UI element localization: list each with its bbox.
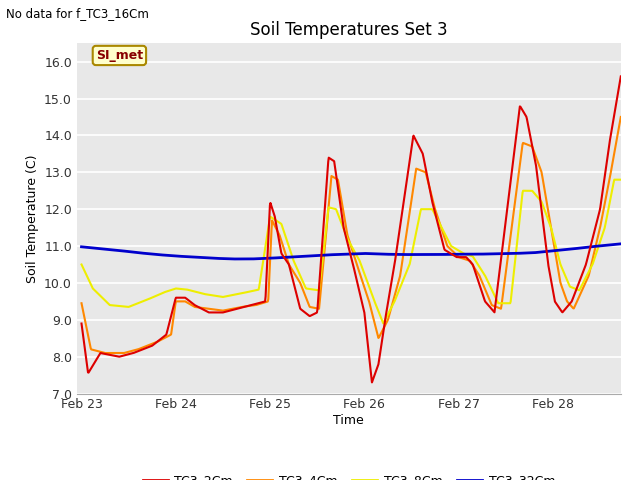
Y-axis label: Soil Temperature (C): Soil Temperature (C) (26, 154, 38, 283)
X-axis label: Time: Time (333, 414, 364, 427)
Text: SI_met: SI_met (96, 49, 143, 62)
Legend: TC3_2Cm, TC3_4Cm, TC3_8Cm, TC3_32Cm: TC3_2Cm, TC3_4Cm, TC3_8Cm, TC3_32Cm (138, 469, 560, 480)
Title: Soil Temperatures Set 3: Soil Temperatures Set 3 (250, 21, 447, 39)
Text: No data for f_TC3_16Cm: No data for f_TC3_16Cm (6, 7, 149, 20)
